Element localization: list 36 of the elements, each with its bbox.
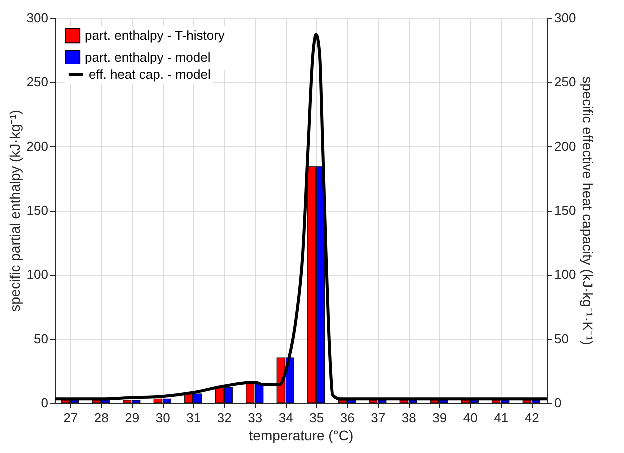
y-tick-label: 200 xyxy=(26,138,48,154)
x-tick-label: 36 xyxy=(340,410,355,426)
y2-tick-label: 250 xyxy=(554,74,576,90)
x-tick-label: 27 xyxy=(64,410,78,426)
y2-tick-label: 100 xyxy=(554,267,576,282)
legend-label: part. enthalpy - model xyxy=(85,50,211,65)
y2-tick-label: 0 xyxy=(554,396,562,410)
x-tick-label: 35 xyxy=(310,410,324,426)
y2-axis-title: specific effective heat capacity (kJ·kg⁻¹·K⁻¹) xyxy=(580,76,596,346)
x-tick-label: 33 xyxy=(248,410,263,426)
y-axis-title: specific partial enthalpy (kJ·kg⁻¹) xyxy=(6,110,23,312)
y2-tick-label: 50 xyxy=(554,331,569,346)
x-tick-label: 29 xyxy=(125,410,140,426)
x-axis-title: temperature (°C) xyxy=(249,428,354,444)
y-tick-label: 300 xyxy=(26,10,48,26)
x-tick-label: 40 xyxy=(463,410,478,426)
x-tick-label: 31 xyxy=(186,410,202,426)
x-tick-label: 38 xyxy=(402,410,416,426)
x-tick-label: 32 xyxy=(217,410,232,426)
legend-label: eff. heat cap. - model xyxy=(89,67,211,82)
y-tick-label: 0 xyxy=(41,396,48,410)
y2-tick-label: 200 xyxy=(554,138,576,154)
x-tick-label: 42 xyxy=(524,410,540,426)
y-tick-label: 100 xyxy=(26,267,48,282)
x-tick-label: 37 xyxy=(371,410,386,426)
y-tick-label: 250 xyxy=(26,74,48,90)
y-tick-label: 150 xyxy=(26,203,48,218)
y2-tick-label: 300 xyxy=(554,10,576,26)
x-tick-label: 41 xyxy=(494,410,509,426)
x-tick-label: 30 xyxy=(156,410,170,426)
legend-label: part. enthalpy - T-history xyxy=(85,28,226,43)
y-tick-label: 50 xyxy=(34,331,48,346)
x-tick-label: 34 xyxy=(278,410,294,426)
x-tick-label: 28 xyxy=(94,410,109,426)
y2-tick-label: 150 xyxy=(554,203,576,218)
x-tick-label: 39 xyxy=(432,410,448,426)
